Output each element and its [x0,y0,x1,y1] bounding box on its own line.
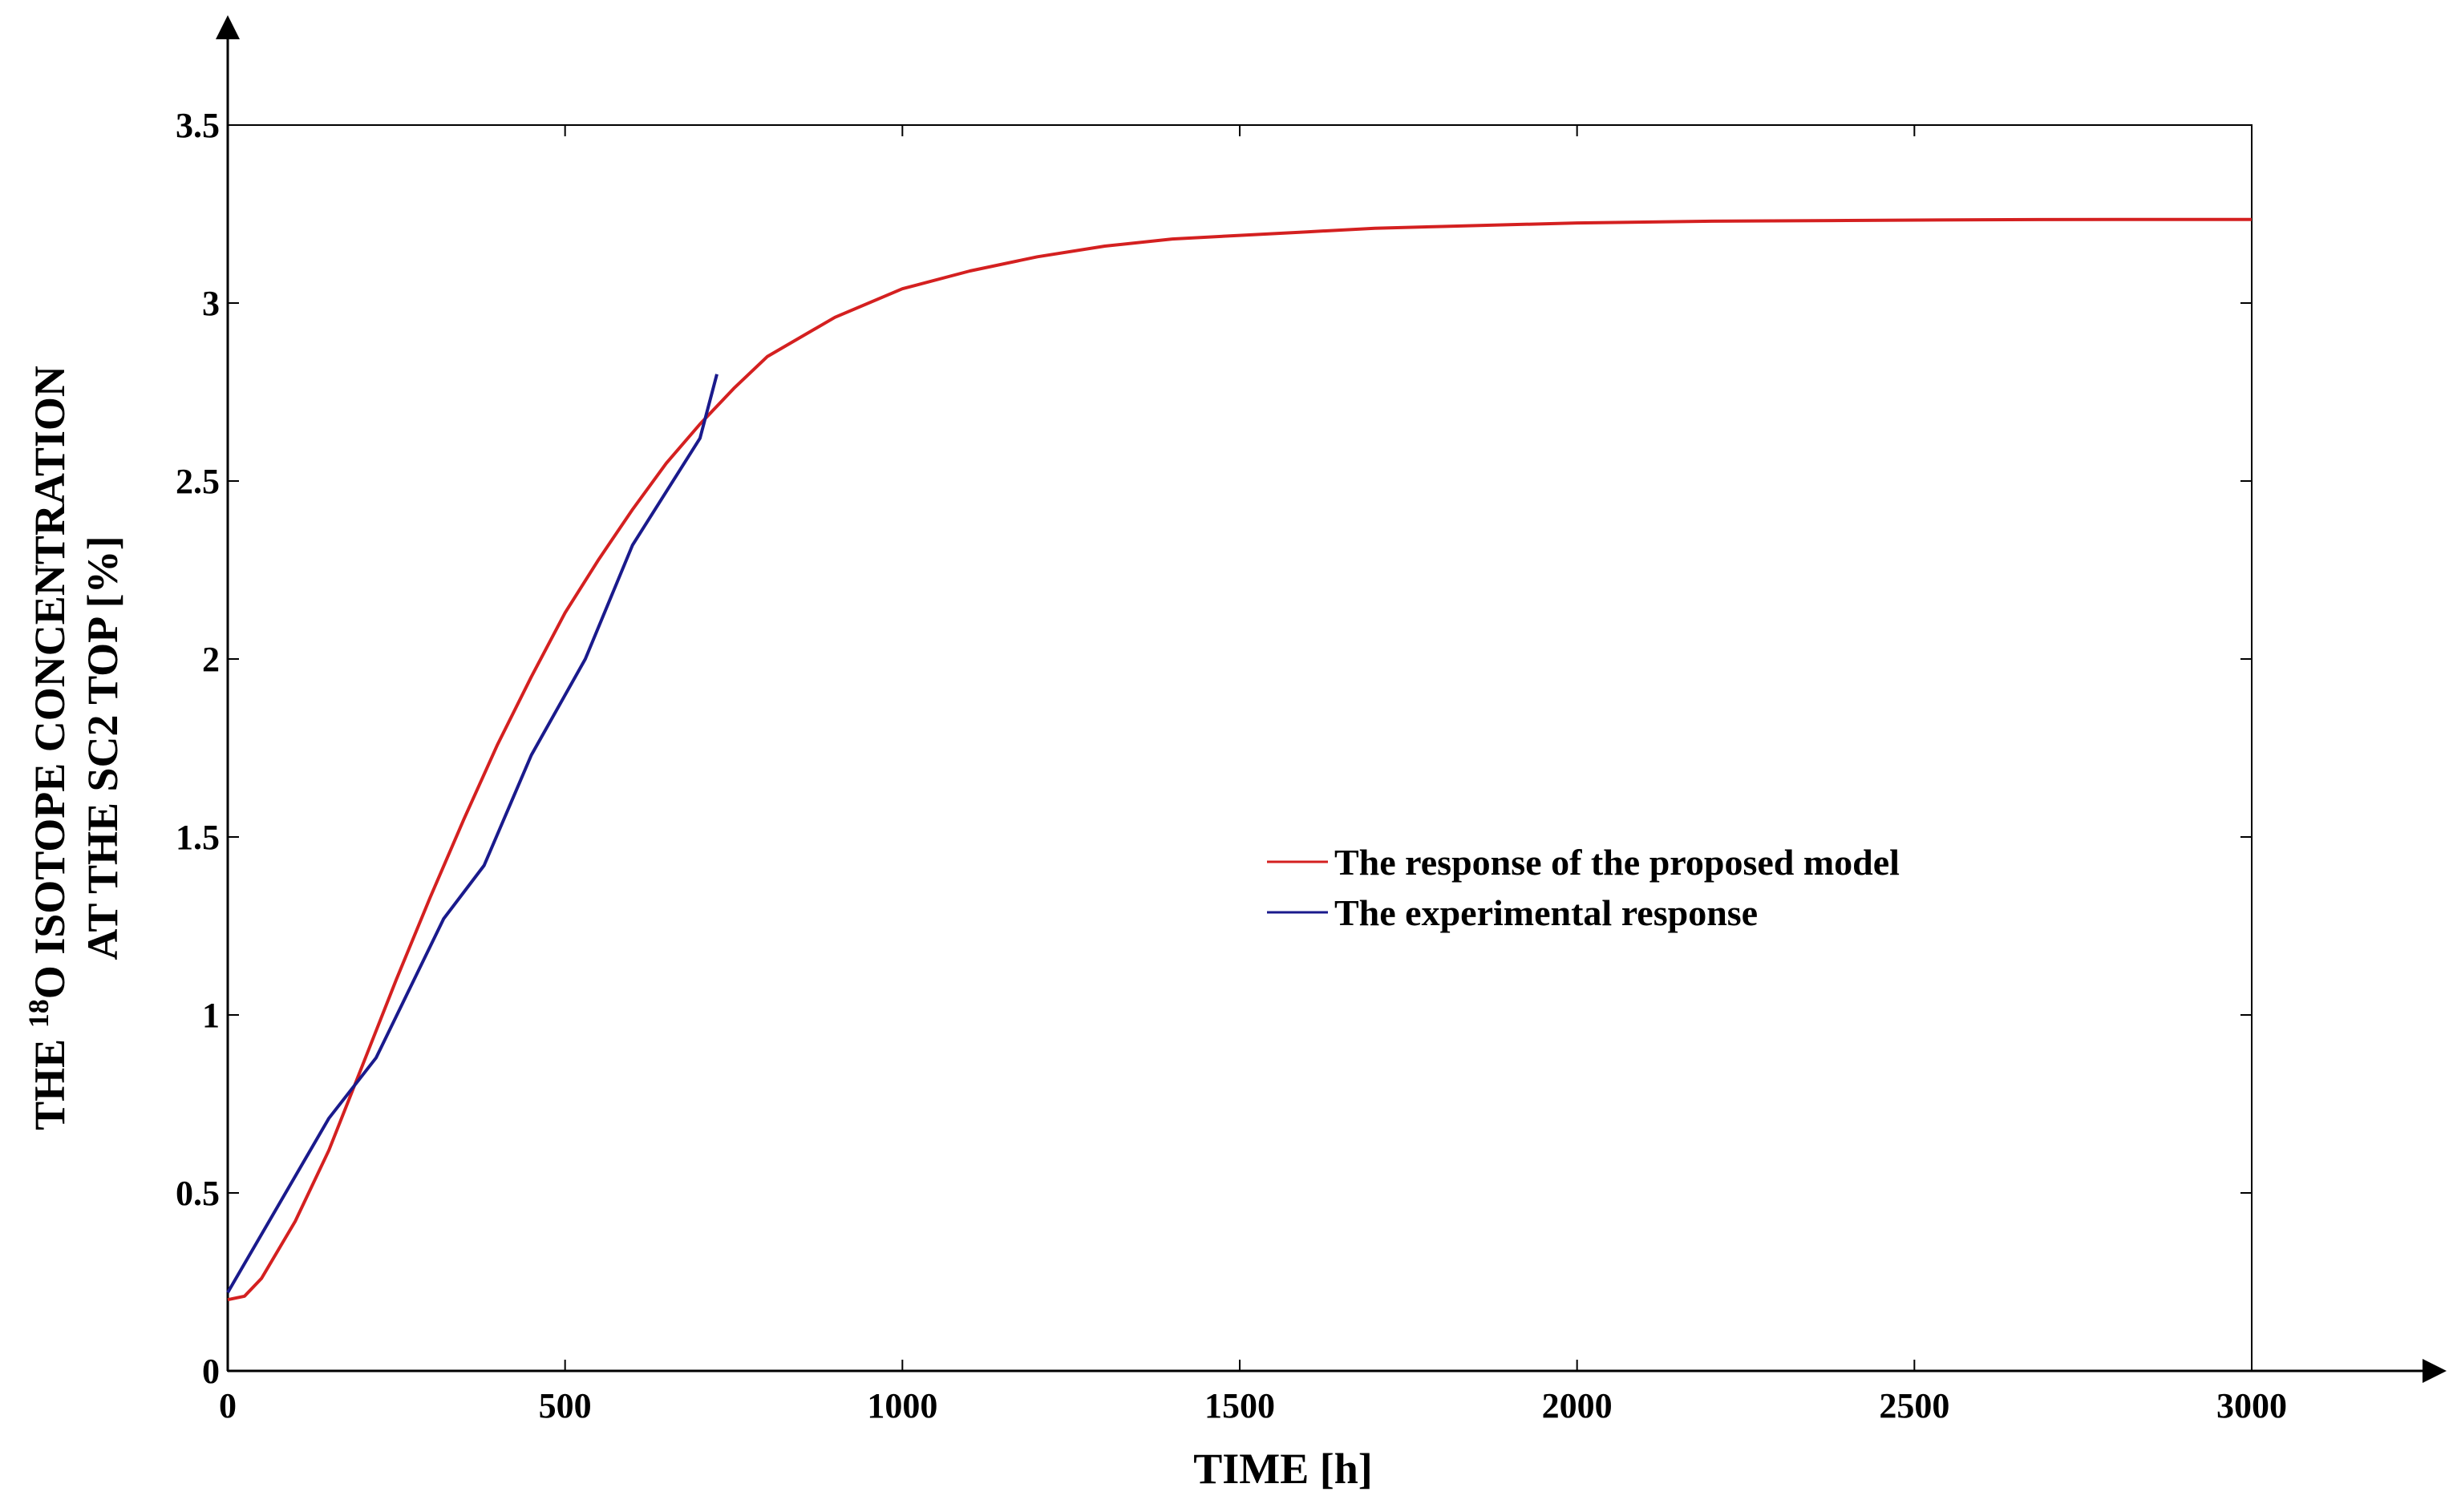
series-line-experimental [226,374,718,1294]
y-tick-label: 0 [202,1352,220,1391]
x-tick-label: 1500 [1204,1386,1275,1425]
y-tick-label: 3 [202,284,220,323]
y-tick-label: 1.5 [176,818,220,857]
legend-label-model: The response of the proposed model [1334,842,1900,883]
legend-label-experimental: The experimental response [1334,892,1758,933]
y-tick-label: 2.5 [176,462,220,501]
x-tick-label: 2500 [1879,1386,1949,1425]
x-tick-label: 500 [539,1386,592,1425]
x-tick-label: 3000 [2216,1386,2287,1425]
y-tick-label: 0.5 [176,1174,220,1213]
y-axis-title-prefix: THE [26,1028,74,1130]
y-tick-label: 3.5 [176,106,220,145]
x-axis-title: TIME [h] [1193,1445,1373,1493]
y-axis-title: THE 18O ISOTOPE CONCENTRATION AT THE SC2… [22,366,127,1130]
y-axis-title-line2: AT THE SC2 TOP [%] [79,536,127,960]
y-axis-title-rest: O ISOTOPE CONCENTRATION [26,366,74,999]
legend: The response of the proposed model The e… [1267,842,1900,933]
x-tick-label: 2000 [1542,1386,1613,1425]
x-tick-label: 1000 [867,1386,937,1425]
x-tick-label: 0 [219,1386,237,1425]
svg-text:THE 18O ISOTOPE CONCENTRATION: THE 18O ISOTOPE CONCENTRATION [22,366,74,1130]
plot-frame [227,124,2253,1372]
y-axis-title-superscript: 18 [22,999,55,1028]
y-tick-label: 1 [202,996,220,1035]
series-line-model [227,217,2252,1302]
y-tick-label: 2 [202,640,220,679]
